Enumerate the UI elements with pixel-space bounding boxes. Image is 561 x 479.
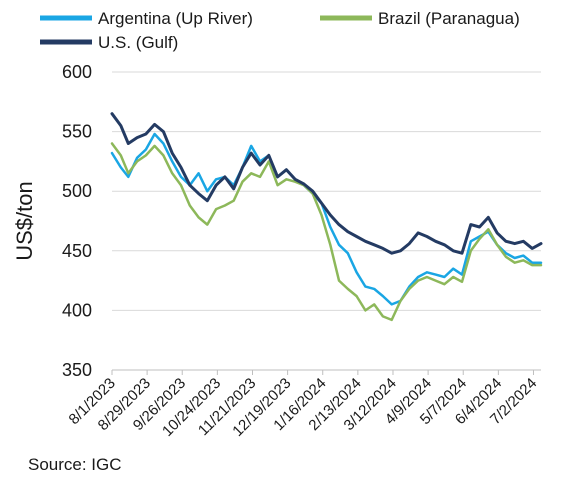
legend-label: U.S. (Gulf) xyxy=(98,33,178,52)
y-axis-title: US$/ton xyxy=(12,181,37,261)
y-axis-ticks: 350 400 450 500 550 600 xyxy=(62,62,92,380)
series-line-3 xyxy=(110,112,543,255)
series-line-2 xyxy=(110,142,543,322)
legend-label: Brazil (Paranagua) xyxy=(378,9,520,28)
x-axis: 8/1/20238/29/20239/26/202310/24/202311/2… xyxy=(66,369,541,440)
y-tick-label: 500 xyxy=(62,181,92,201)
series-line-1 xyxy=(110,132,543,306)
source-note: Source: IGC xyxy=(28,455,122,474)
grid xyxy=(112,71,541,311)
series-lines xyxy=(110,112,543,322)
legend-label: Argentina (Up River) xyxy=(98,9,253,28)
y-tick-label: 450 xyxy=(62,241,92,261)
y-tick-label: 400 xyxy=(62,300,92,320)
y-tick-label: 350 xyxy=(62,360,92,380)
y-tick-label: 600 xyxy=(62,62,92,82)
legend: Argentina (Up River) Brazil (Paranagua) U.… xyxy=(40,9,520,52)
y-tick-label: 550 xyxy=(62,122,92,142)
